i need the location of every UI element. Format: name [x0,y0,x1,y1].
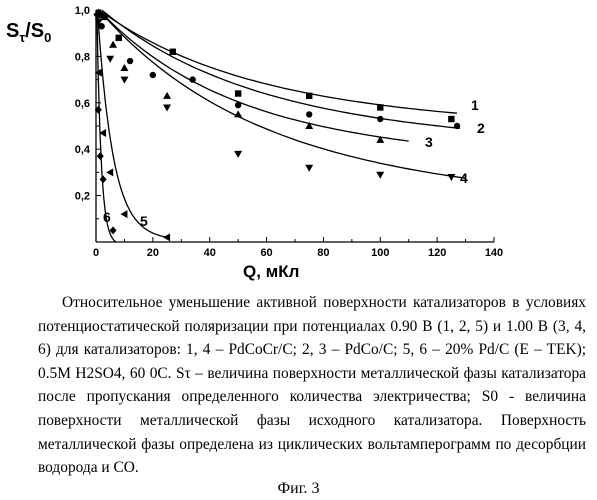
fit-curve-3 [99,10,409,141]
data-point-diamond [100,175,107,183]
series-label-6: 6 [103,209,111,225]
x-tick-label: 40 [204,247,216,259]
series-label-2: 2 [477,120,485,136]
data-point-triangle-left [163,233,170,241]
figure-label: Фиг. 3 [0,480,597,498]
data-point-triangle-up [109,41,117,48]
data-point-diamond [97,152,104,160]
data-point-triangle-down [447,174,455,181]
data-point-triangle-down [163,104,171,111]
y-tick-label: 0,2 [75,191,90,203]
series-label-1: 1 [471,97,479,113]
data-point-triangle-up [163,92,171,99]
y-tick-label: 1,0 [75,5,90,17]
data-point-square [235,90,241,96]
series-label-4: 4 [460,170,468,186]
data-point-circle [150,72,156,78]
x-tick-label: 0 [93,247,99,259]
data-point-triangle-up [120,64,128,71]
y-axis-label: Sτ/S0 [6,20,51,45]
data-point-circle [377,116,383,122]
data-point-triangle-down [376,172,384,179]
fit-curve-4 [99,10,466,178]
x-axis-label: Q, мКл [243,262,299,282]
figure-caption: Относительное уменьшение активной поверх… [38,291,586,480]
data-point-square [170,49,176,55]
fit-curve-2 [102,10,460,128]
x-tick-label: 100 [371,247,389,259]
x-tick-label: 120 [428,247,446,259]
series-label-3: 3 [425,134,433,150]
x-tick-label: 20 [147,247,159,259]
data-point-triangle-down [305,165,313,172]
x-tick-label: 80 [317,247,329,259]
data-point-triangle-down [120,77,128,84]
x-tick-label: 140 [485,247,503,259]
y-tick-label: 0,8 [75,51,90,63]
chart-svg: 0 20 40 60 80 100 120 140 0,2 0,4 0,6 0,8 1,0 1 2 3 4 5 6 [0,0,597,290]
data-point-square [448,116,454,122]
data-point-triangle-down [106,56,114,63]
series-label-5: 5 [140,213,148,229]
data-point-triangle-left [106,168,113,176]
data-point-square [377,104,383,110]
data-point-circle [454,123,460,129]
y-tick-label: 0,6 [75,98,90,110]
data-point-triangle-down [234,151,242,158]
data-point-square [306,93,312,99]
y-tick-label: 0,4 [75,144,91,156]
data-point-circle [306,111,312,117]
data-point-square [116,35,122,41]
data-point-circle [127,58,133,64]
x-tick-label: 60 [260,247,272,259]
data-point-triangle-left [120,210,127,218]
